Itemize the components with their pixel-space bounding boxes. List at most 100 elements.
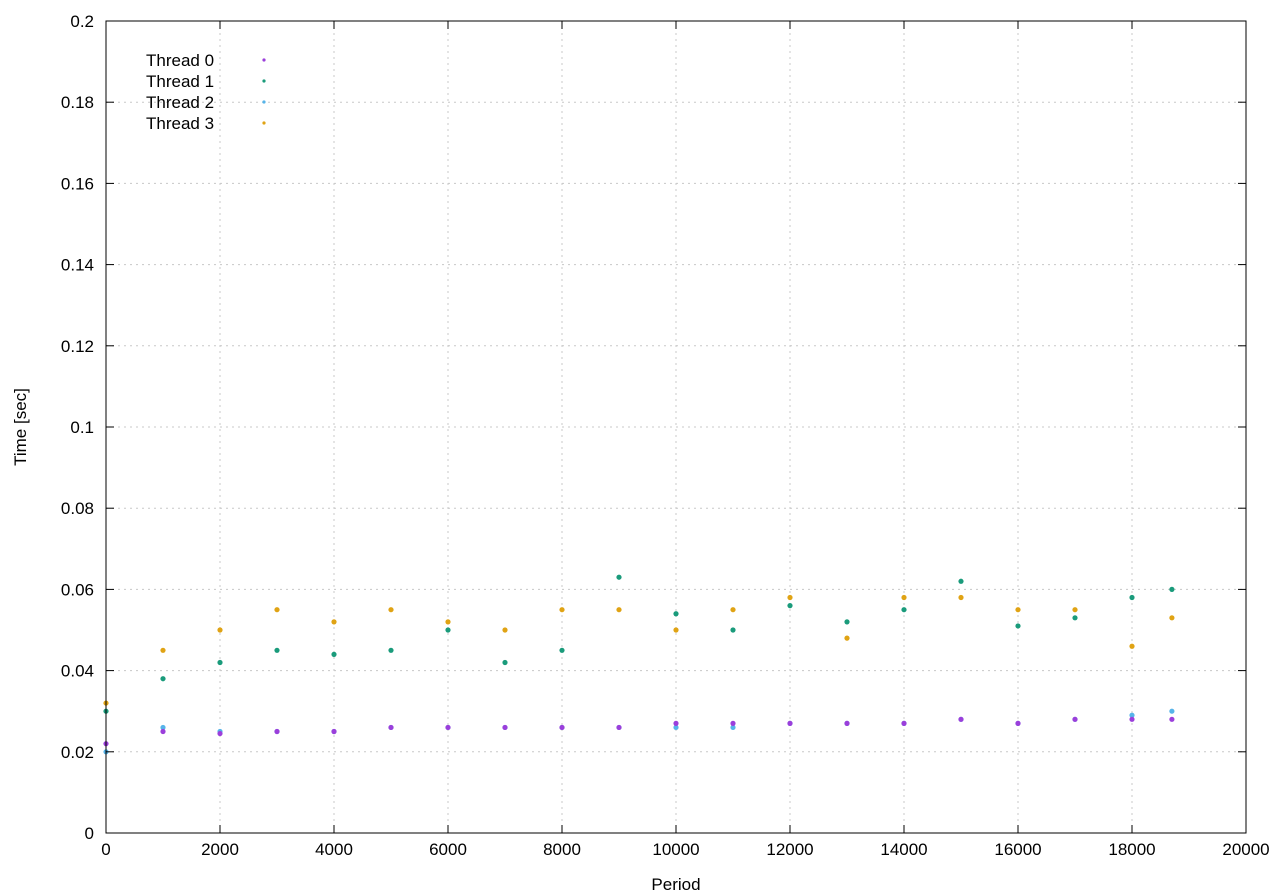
data-point	[331, 651, 337, 657]
data-point	[160, 647, 166, 653]
data-point	[730, 724, 736, 731]
y-tick-label: 0.18	[61, 93, 94, 112]
data-point	[958, 716, 964, 722]
y-axis-tick-labels: 0 0.02 0.04 0.06 0.08 0.1 0.12 0.14 0.16 0.18 0.2	[61, 12, 94, 843]
data-point	[958, 578, 964, 584]
data-point	[901, 594, 907, 601]
data-point	[217, 730, 223, 737]
axis-ticks	[105, 20, 1247, 834]
x-tick-label: 2000	[201, 840, 239, 859]
y-tick-label: 0.1	[70, 418, 94, 437]
data-point	[1169, 716, 1175, 722]
data-point	[616, 724, 622, 731]
x-tick-label: 10000	[652, 840, 699, 859]
x-tick-label: 16000	[994, 840, 1041, 859]
legend-label: Thread 3	[146, 114, 214, 133]
data-point	[388, 607, 394, 613]
series-0	[103, 716, 1175, 747]
legend-label: Thread 2	[146, 93, 214, 112]
x-axis-tick-labels: 0 2000 4000 6000 8000 10000 12000 14000 16000 180…	[101, 840, 1269, 859]
data-point	[274, 607, 280, 613]
data-point	[559, 647, 565, 653]
x-tick-label: 4000	[315, 840, 353, 859]
data-point	[559, 724, 565, 731]
data-point	[445, 724, 451, 731]
data-point	[1015, 720, 1021, 726]
data-point	[616, 574, 622, 580]
data-point	[1169, 615, 1175, 621]
data-point	[673, 720, 679, 726]
data-point	[1129, 712, 1135, 718]
y-tick-label: 0	[85, 824, 94, 843]
data-point	[1072, 716, 1078, 722]
data-point	[217, 659, 223, 666]
x-axis-title: Period	[651, 875, 700, 894]
data-point	[160, 724, 166, 731]
x-tick-label: 12000	[766, 840, 813, 859]
data-point	[445, 619, 451, 625]
y-tick-label: 0.16	[61, 174, 94, 193]
series-1	[103, 574, 1175, 714]
data-point	[160, 676, 166, 682]
y-tick-label: 0.04	[61, 662, 94, 681]
series-2	[103, 708, 1175, 755]
data-point	[730, 720, 736, 726]
data-point	[217, 627, 223, 633]
legend-marker	[262, 121, 266, 125]
data-point	[1169, 586, 1175, 593]
legend-label: Thread 0	[146, 51, 214, 70]
data-point	[844, 635, 850, 641]
data-point	[730, 627, 736, 633]
data-point	[1072, 607, 1078, 613]
legend-marker	[262, 79, 266, 83]
data-point	[1072, 615, 1078, 621]
data-point	[274, 728, 280, 735]
data-point	[787, 720, 793, 726]
data-point	[901, 720, 907, 726]
data-point	[388, 724, 394, 731]
data-point	[160, 728, 166, 735]
data-point	[673, 627, 679, 633]
data-point	[844, 619, 850, 625]
data-point	[844, 720, 850, 726]
data-point	[730, 607, 736, 613]
data-point	[502, 724, 508, 731]
data-point	[388, 647, 394, 653]
data-point	[445, 627, 451, 633]
x-tick-label: 6000	[429, 840, 467, 859]
y-axis-title: Time [sec]	[11, 388, 30, 466]
data-point	[502, 659, 508, 666]
data-point	[616, 607, 622, 613]
data-point	[901, 607, 907, 613]
legend-label: Thread 1	[146, 72, 214, 91]
data-point	[331, 619, 337, 625]
data-point	[958, 594, 964, 601]
data-point	[1015, 607, 1021, 613]
x-tick-label: 14000	[880, 840, 927, 859]
data-point	[673, 611, 679, 617]
data-point	[787, 603, 793, 609]
data-point	[1129, 594, 1135, 601]
legend: Thread 0 Thread 1 Thread 2 Thread 3	[146, 51, 266, 133]
data-point	[1015, 623, 1021, 629]
x-tick-label: 0	[101, 840, 110, 859]
data-point	[1169, 708, 1175, 714]
y-tick-label: 0.06	[61, 580, 94, 599]
data-point	[502, 627, 508, 633]
data-point	[787, 594, 793, 601]
y-tick-label: 0.2	[70, 12, 94, 31]
y-tick-label: 0.14	[61, 256, 94, 275]
data-point	[673, 724, 679, 731]
data-point	[559, 607, 565, 613]
data-points	[103, 574, 1175, 755]
data-point	[274, 647, 280, 653]
x-tick-label: 20000	[1222, 840, 1269, 859]
grid-lines	[106, 21, 1246, 833]
legend-marker	[262, 58, 266, 62]
y-tick-label: 0.12	[61, 337, 94, 356]
y-tick-label: 0.02	[61, 743, 94, 762]
data-point	[1129, 643, 1135, 649]
legend-marker	[262, 100, 266, 104]
series-3	[103, 594, 1175, 706]
